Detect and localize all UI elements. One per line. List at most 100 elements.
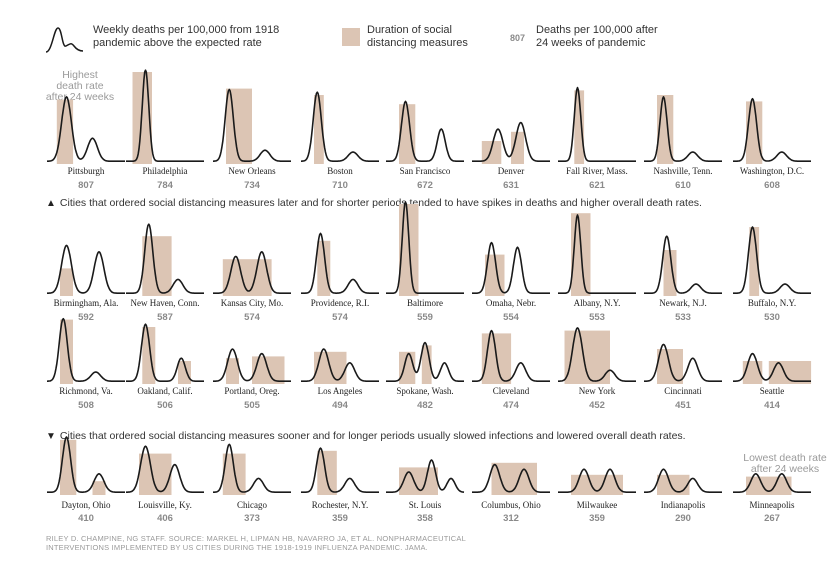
city-chart: Pittsburgh 807 xyxy=(47,96,125,191)
city-label: San Francisco xyxy=(400,166,451,176)
city-death-rate: 482 xyxy=(417,400,433,411)
city-label: Buffalo, N.Y. xyxy=(748,298,796,308)
legend: Weekly deaths per 100,000 from 1918 pand… xyxy=(0,0,840,70)
city-death-rate: 710 xyxy=(332,180,348,191)
city-death-rate: 451 xyxy=(675,400,692,411)
down-triangle-icon: ▼ xyxy=(46,431,56,442)
distancing-box xyxy=(746,476,792,495)
city-chart: Buffalo, N.Y. 530 xyxy=(733,226,811,323)
city-chart: Minneapolis 267 xyxy=(733,473,811,524)
city-label: Albany, N.Y. xyxy=(574,298,621,308)
city-label: Fall River, Mass. xyxy=(566,166,628,176)
caption-sooner: ▼ Cities that ordered social distancing m… xyxy=(46,430,686,442)
city-chart: Richmond, Va. 508 xyxy=(47,317,125,411)
city-label: Cleveland xyxy=(493,386,530,396)
death-rate-line xyxy=(386,341,464,382)
city-death-rate: 574 xyxy=(332,312,349,323)
city-death-rate: 530 xyxy=(764,312,780,323)
death-rate-line xyxy=(733,352,811,382)
city-label: Richmond, Va. xyxy=(59,386,113,396)
city-death-rate: 610 xyxy=(675,180,691,191)
distancing-box xyxy=(56,99,74,164)
distancing-box xyxy=(571,474,623,495)
up-triangle-icon: ▲ xyxy=(46,198,56,209)
city-label: Boston xyxy=(327,166,353,176)
distancing-box xyxy=(746,101,763,164)
death-rate-line xyxy=(644,235,722,294)
city-chart: Fall River, Mass. 621 xyxy=(558,86,636,191)
distancing-box xyxy=(399,467,438,495)
city-label: Los Angeles xyxy=(318,386,363,396)
city-death-rate: 359 xyxy=(589,513,605,524)
death-rate-line xyxy=(558,214,636,294)
city-death-rate: 410 xyxy=(78,513,94,524)
distancing-box xyxy=(92,481,106,495)
city-death-rate: 533 xyxy=(675,312,691,323)
city-death-rate: 553 xyxy=(589,312,605,323)
death-rate-line xyxy=(301,348,379,382)
city-chart: Baltimore 559 xyxy=(386,201,464,323)
distancing-box xyxy=(178,361,191,384)
city-label: Providence, R.I. xyxy=(311,298,370,308)
death-rate-line xyxy=(301,447,379,493)
distancing-box xyxy=(226,88,252,164)
city-chart: Albany, N.Y. 553 xyxy=(558,213,636,323)
death-rate-line xyxy=(733,226,811,294)
city-chart: Portland, Oreg. 505 xyxy=(213,348,291,411)
city-chart: Dayton, Ohio 410 xyxy=(47,436,125,524)
city-label: Denver xyxy=(498,166,525,176)
death-rate-line xyxy=(472,241,550,294)
city-chart: Newark, N.J. 533 xyxy=(644,235,722,323)
distancing-box xyxy=(139,453,172,495)
city-chart: St. Louis 358 xyxy=(386,459,465,524)
death-rate-line xyxy=(386,100,464,162)
death-rate-line xyxy=(47,96,125,162)
city-death-rate: 592 xyxy=(78,312,94,323)
city-chart: New York 452 xyxy=(558,327,636,411)
city-chart: Kansas City, Mo. 574 xyxy=(213,251,291,323)
distancing-box xyxy=(399,104,416,164)
city-chart: Boston 710 xyxy=(301,91,379,191)
distancing-box xyxy=(749,227,760,296)
city-chart: Birmingham, Ala. 592 xyxy=(47,244,125,323)
city-label: Portland, Oreg. xyxy=(224,386,279,396)
city-label: Baltimore xyxy=(407,298,443,308)
death-rate-line xyxy=(213,88,291,162)
city-chart: New Orleans 734 xyxy=(213,88,291,191)
city-death-rate: 474 xyxy=(503,400,520,411)
city-chart: Cleveland 474 xyxy=(472,329,550,411)
city-chart: Spokane, Wash. 482 xyxy=(386,341,464,411)
city-label: Oakland, Calif. xyxy=(137,386,192,396)
death-rate-line xyxy=(213,251,291,294)
city-death-rate: 587 xyxy=(157,312,173,323)
city-chart: Seattle 414 xyxy=(733,352,812,411)
distancing-box xyxy=(574,90,585,164)
city-chart: Louisville, Ky. 406 xyxy=(126,445,204,524)
city-death-rate: 494 xyxy=(332,400,349,411)
death-rate-line xyxy=(733,473,811,493)
city-death-rate: 608 xyxy=(764,180,780,191)
city-label: Columbus, Ohio xyxy=(481,500,541,510)
death-rate-line xyxy=(644,96,722,162)
city-death-rate: 559 xyxy=(417,312,433,323)
city-death-rate: 734 xyxy=(244,180,261,191)
city-label: Rochester, N.Y. xyxy=(312,500,368,510)
distancing-box xyxy=(768,361,812,384)
death-rate-line xyxy=(213,348,291,382)
city-death-rate: 807 xyxy=(78,180,94,191)
death-rate-line xyxy=(301,232,379,294)
death-rate-line xyxy=(47,436,125,493)
highest-rate-note: Highest death rate after 24 weeks xyxy=(45,69,115,103)
death-rate-line xyxy=(472,121,550,162)
death-rate-line xyxy=(213,443,291,493)
city-label: Dayton, Ohio xyxy=(62,500,111,510)
city-label: Minneapolis xyxy=(750,500,795,510)
city-death-rate: 672 xyxy=(417,180,433,191)
city-death-rate: 784 xyxy=(157,180,174,191)
city-death-rate: 508 xyxy=(78,400,94,411)
caption-later: ▲ Cities that ordered social distancing m… xyxy=(46,197,702,209)
death-rate-line xyxy=(733,97,811,162)
city-death-rate: 406 xyxy=(157,513,173,524)
legend-line-icon xyxy=(45,27,84,53)
